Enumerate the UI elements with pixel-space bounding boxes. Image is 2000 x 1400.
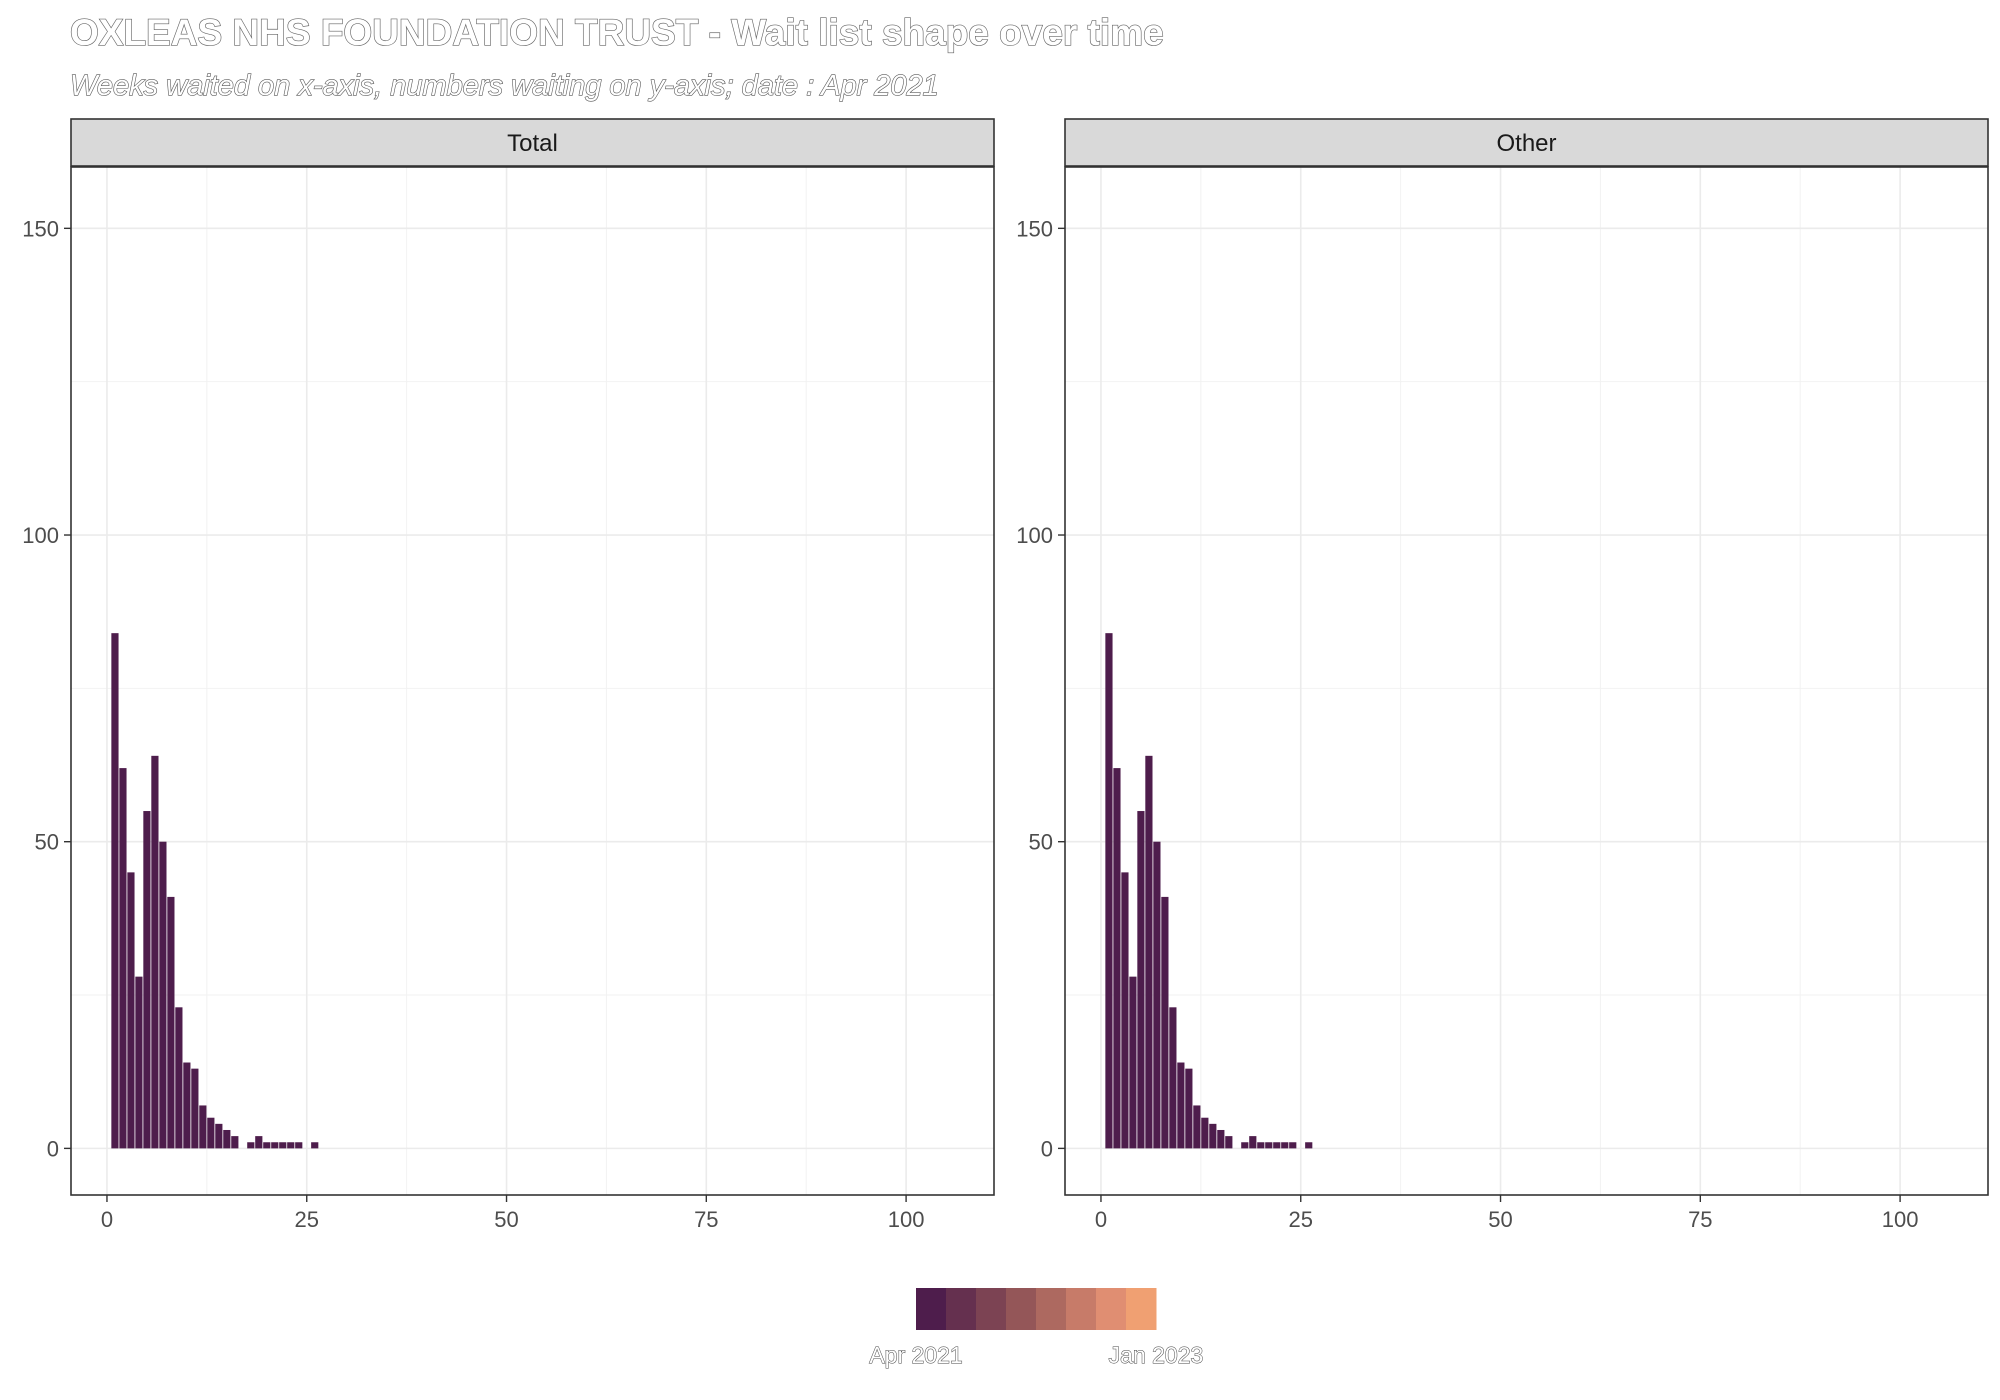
bar: [111, 633, 119, 1149]
facet-strip-label-other: Other: [1496, 130, 1556, 157]
bar: [215, 1123, 223, 1149]
facet-strip-label-total: Total: [507, 130, 558, 157]
legend-swatch: [946, 1288, 977, 1330]
bar: [1257, 1142, 1265, 1149]
panel-background: [71, 167, 994, 1195]
facet-panel-total: Total 0 25 50 75 100 0 50 100 150: [22, 118, 995, 1232]
x-tick-label: 50: [1488, 1207, 1512, 1232]
panel-border: [70, 166, 995, 1196]
bar: [1193, 1105, 1201, 1149]
bar: [295, 1142, 303, 1149]
legend-swatch: [976, 1288, 1007, 1330]
bar: [247, 1142, 255, 1149]
x-tick-label: 100: [888, 1207, 925, 1232]
bar: [231, 1136, 239, 1149]
x-tick-label: 75: [694, 1207, 718, 1232]
bar: [1121, 872, 1129, 1149]
legend-swatch: [1126, 1288, 1157, 1330]
bar: [167, 896, 175, 1149]
bar: [1129, 976, 1137, 1149]
bar: [119, 768, 127, 1149]
bar: [183, 1062, 191, 1149]
bar: [1105, 633, 1113, 1149]
panel-border: [1064, 166, 1989, 1196]
panel-background: [1065, 167, 1988, 1195]
bar: [287, 1142, 295, 1149]
bar: [1241, 1142, 1249, 1149]
legend-color-bar: [916, 1288, 1157, 1330]
bar: [279, 1142, 287, 1149]
bar: [1249, 1136, 1257, 1149]
bar: [207, 1117, 215, 1149]
legend-label-start: Apr 2021: [869, 1342, 962, 1368]
bar: [1265, 1142, 1273, 1149]
bar: [1161, 896, 1169, 1149]
legend-swatch: [916, 1288, 947, 1330]
bar: [191, 1068, 199, 1149]
y-tick-label: 50: [35, 830, 59, 855]
chart-subtitle: Weeks waited on x-axis, numbers waiting …: [70, 70, 939, 102]
bar: [271, 1142, 279, 1149]
y-tick-label: 100: [1016, 523, 1053, 548]
bar: [311, 1142, 319, 1149]
plot-area-other: 0 25 50 75 100 0 50 100 150: [1016, 166, 1989, 1232]
bar: [1185, 1068, 1193, 1149]
legend-swatch: [1096, 1288, 1127, 1330]
bar: [1289, 1142, 1297, 1149]
legend-swatch: [1066, 1288, 1097, 1330]
bar: [151, 755, 159, 1149]
x-tick-label: 100: [1882, 1207, 1919, 1232]
bar: [1113, 768, 1121, 1149]
plot-area-total: 0 25 50 75 100 0 50 100 150: [22, 166, 995, 1232]
facet-strip-total: [70, 118, 995, 167]
y-tick-label: 150: [22, 216, 59, 241]
bar: [175, 1007, 183, 1149]
bar: [1217, 1129, 1225, 1149]
bar: [223, 1129, 231, 1149]
legend-label-end: Jan 2023: [1109, 1342, 1204, 1368]
facet-panel-other: Other 0 25 50 75 100 0 50 100 150: [1016, 118, 1989, 1232]
x-tick-label: 50: [494, 1207, 518, 1232]
bar: [255, 1136, 263, 1149]
y-tick-label: 100: [22, 523, 59, 548]
bar: [1153, 841, 1161, 1149]
legend-swatch: [1006, 1288, 1037, 1330]
bar: [127, 872, 135, 1149]
bar: [1305, 1142, 1313, 1149]
x-tick-label: 75: [1688, 1207, 1712, 1232]
bar: [1177, 1062, 1185, 1149]
x-tick-label: 25: [295, 1207, 319, 1232]
bar: [1169, 1007, 1177, 1149]
legend-swatch: [1036, 1288, 1067, 1330]
y-tick-label: 0: [47, 1136, 59, 1161]
bar: [1209, 1123, 1217, 1149]
y-tick-label: 0: [1041, 1136, 1053, 1161]
bar: [1273, 1142, 1281, 1149]
x-tick-label: 25: [1289, 1207, 1313, 1232]
bar: [263, 1142, 271, 1149]
bar: [1145, 755, 1153, 1149]
legend: Apr 2021 Jan 2023: [869, 1288, 1204, 1369]
x-tick-label: 0: [1095, 1207, 1107, 1232]
bar: [199, 1105, 207, 1149]
x-tick-label: 0: [101, 1207, 113, 1232]
y-tick-label: 150: [1016, 216, 1053, 241]
bar: [143, 811, 151, 1149]
bar: [1201, 1117, 1209, 1149]
chart-title: OXLEAS NHS FOUNDATION TRUST - Wait list …: [70, 12, 1164, 53]
facet-strip-other: [1064, 118, 1989, 167]
y-tick-label: 50: [1029, 830, 1053, 855]
bar: [1281, 1142, 1289, 1149]
bar: [159, 841, 167, 1149]
bar: [1137, 811, 1145, 1149]
bar: [1225, 1136, 1233, 1149]
bar: [135, 976, 143, 1149]
